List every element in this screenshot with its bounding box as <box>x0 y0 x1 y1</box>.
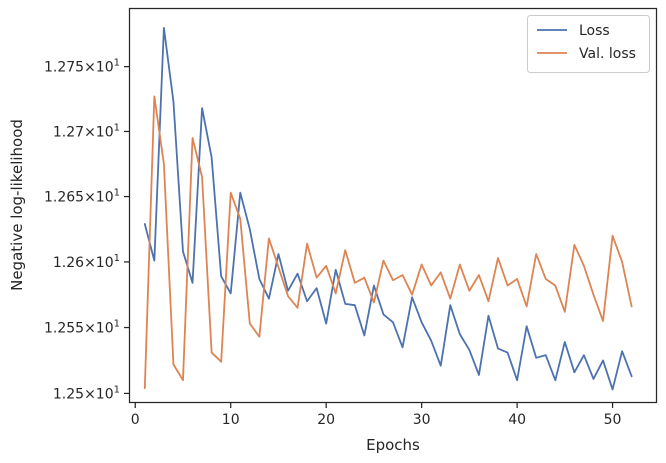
legend-label-val-loss: Val. loss <box>579 46 636 62</box>
ticks-layer: 0 10 20 30 40 50 1.25×101 1.255×101 1.26×101 1.26… <box>44 58 622 428</box>
x-tick-label: 40 <box>508 412 526 428</box>
x-axis-label: Epochs <box>366 436 420 454</box>
y-tick-label: 1.275×101 <box>44 58 120 76</box>
y-tick-label: 1.255×101 <box>44 319 120 337</box>
series-line-loss <box>143 26 633 391</box>
legend-label-loss: Loss <box>579 23 610 39</box>
plot-frame <box>128 7 658 404</box>
x-tick-label: 30 <box>413 412 431 428</box>
x-tick-label: 0 <box>131 412 140 428</box>
y-axis-label: Negative log-likelihood <box>8 119 26 291</box>
y-tick-label: 1.25×101 <box>53 384 120 402</box>
series-line-val-loss <box>143 95 633 390</box>
y-tick-label: 1.27×101 <box>53 122 120 140</box>
legend: Loss Val. loss <box>527 15 650 73</box>
x-tick-label: 10 <box>222 412 240 428</box>
x-tick-label: 50 <box>604 412 622 428</box>
lines-layer <box>143 26 633 391</box>
y-tick-label: 1.26×101 <box>53 253 120 271</box>
x-tick-label: 20 <box>317 412 335 428</box>
y-tick-label: 1.265×101 <box>44 188 120 206</box>
